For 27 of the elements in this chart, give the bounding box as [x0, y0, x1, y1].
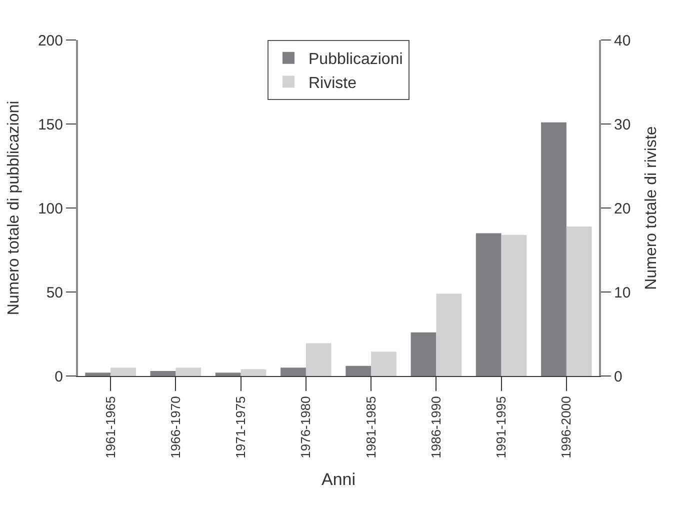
y-tick-label: 50: [46, 284, 63, 302]
x-tick-label: 1976-1980: [298, 396, 314, 458]
y2-tick-label: 40: [614, 32, 631, 50]
bar: [306, 343, 332, 376]
x-tick-label: 1996-2000: [558, 396, 574, 458]
y2-tick-label: 30: [614, 116, 631, 134]
bar: [110, 368, 136, 376]
x-tick-label: 1971-1975: [233, 396, 248, 458]
y2-tick-label: 10: [614, 284, 631, 302]
y-tick-label: 150: [38, 116, 63, 134]
bar: [371, 352, 396, 376]
x-tick-label: 1966-1970: [168, 396, 183, 458]
legend-label: Riviste: [308, 74, 357, 92]
y2-tick-label: 0: [614, 368, 622, 386]
legend-label: Pubblicazioni: [308, 51, 403, 68]
y-tick-label: 200: [38, 32, 63, 50]
y2-tick-label: 20: [614, 200, 631, 218]
x-tick-label: 1991-1995: [494, 396, 509, 458]
y-tick-label: 0: [54, 368, 63, 386]
y2-axis-title: Numero totale di riviste: [642, 126, 660, 290]
x-tick-label: 1986-1990: [428, 396, 444, 458]
y-axis-title: Numero totale di pubblicazioni: [5, 100, 22, 316]
y-tick-label: 100: [38, 200, 63, 218]
x-axis-title: Anni: [321, 470, 356, 489]
bar: [280, 368, 306, 376]
x-tick-label: 1961-1965: [102, 396, 118, 458]
x-tick-label: 1981-1985: [363, 396, 378, 458]
